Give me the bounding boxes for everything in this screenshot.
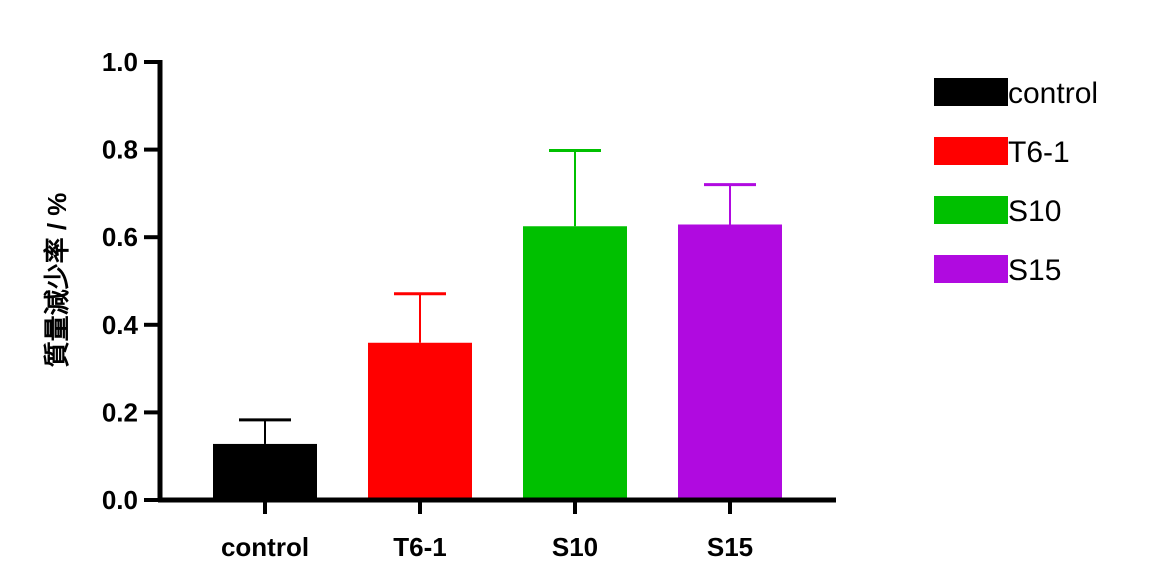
x-tick-label: control (221, 532, 309, 562)
legend-swatch-S15 (934, 255, 1008, 283)
bar-T6-1 (368, 342, 472, 500)
bar-S10 (523, 226, 627, 500)
legend-swatch-S10 (934, 196, 1008, 224)
legend-label: T6-1 (1008, 136, 1070, 169)
x-tick-label: T6-1 (393, 532, 446, 562)
y-tick-label: 0.2 (102, 397, 138, 427)
y-tick-label: 0.4 (102, 310, 139, 340)
y-tick-label: 0.6 (102, 222, 138, 252)
y-tick-label: 1.0 (102, 47, 138, 77)
y-axis-label: 質量減少率 / % (42, 193, 72, 368)
bar-control (213, 443, 317, 500)
legend-swatch-T6-1 (934, 137, 1008, 165)
legend-label: S10 (1008, 195, 1061, 228)
y-tick-label: 0.8 (102, 135, 138, 165)
legend-label: S15 (1008, 254, 1061, 287)
y-tick-label: 0.0 (102, 485, 138, 515)
legend-swatch-control (934, 78, 1008, 106)
x-tick-label: S10 (552, 532, 598, 562)
legend-label: control (1008, 77, 1098, 110)
x-tick-label: S15 (707, 532, 753, 562)
bar-S15 (678, 224, 782, 501)
